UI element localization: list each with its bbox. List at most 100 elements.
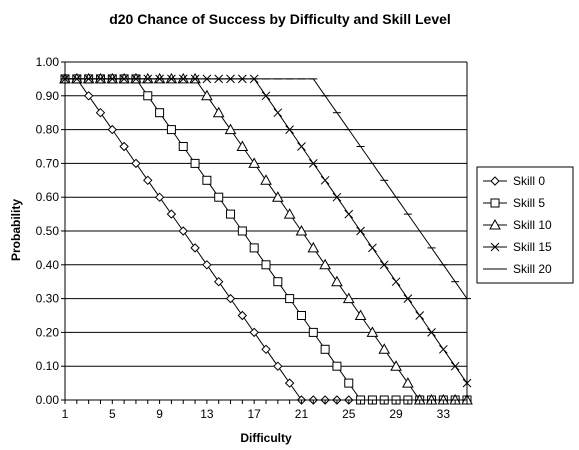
data-point	[261, 260, 271, 270]
legend-item: Skill 15	[483, 240, 552, 254]
data-point	[83, 91, 94, 101]
series-skill-10	[59, 72, 473, 405]
series-group	[59, 72, 473, 405]
chart-title: d20 Chance of Success by Difficulty and …	[109, 11, 451, 27]
data-point	[131, 158, 141, 169]
data-point	[332, 192, 342, 202]
data-point	[201, 89, 213, 101]
x-tick-label: 25	[342, 407, 356, 421]
y-tick-label: 0.80	[36, 123, 60, 137]
data-point	[224, 123, 237, 135]
y-tick-label: 0.10	[36, 359, 60, 373]
data-point	[190, 243, 200, 253]
legend-marker	[489, 218, 501, 230]
data-point	[320, 175, 330, 185]
y-tick-label: 0.70	[36, 156, 60, 170]
data-point	[237, 310, 248, 321]
data-point	[143, 91, 153, 101]
data-point	[368, 243, 377, 253]
x-tick-label: 29	[389, 407, 403, 421]
data-point	[308, 327, 318, 337]
data-point	[285, 125, 295, 134]
legend-item: Skill 0	[483, 174, 545, 188]
legend-marker	[490, 176, 500, 186]
data-point	[296, 311, 306, 320]
data-point	[332, 361, 342, 371]
data-point	[379, 260, 389, 270]
data-point	[320, 344, 330, 354]
data-point	[166, 125, 176, 135]
data-point	[226, 209, 236, 219]
data-point	[178, 142, 188, 151]
data-point	[438, 344, 448, 354]
data-point	[344, 378, 354, 388]
data-point	[285, 294, 295, 304]
legend-marker	[490, 242, 500, 252]
legend-label: Skill 20	[513, 262, 552, 276]
data-point	[236, 140, 249, 151]
legend-label: Skill 5	[513, 196, 545, 210]
data-point	[166, 209, 177, 219]
data-point	[237, 226, 247, 236]
y-tick-label: 0.90	[36, 89, 60, 103]
data-point	[378, 343, 391, 354]
x-tick-label: 33	[437, 407, 451, 421]
y-axis-title: Probability	[9, 199, 23, 261]
x-axis-title: Difficulty	[240, 431, 292, 445]
data-point	[143, 175, 153, 186]
data-point	[356, 226, 365, 236]
data-point	[308, 159, 318, 168]
y-tick-label: 0.60	[36, 190, 60, 204]
data-point	[273, 361, 283, 371]
data-point	[295, 224, 308, 236]
data-point	[319, 258, 331, 270]
axes: 0.00 0.10 0.20 0.30 0.40 0.50 0.60 0.70 0.80 0.90…	[36, 55, 468, 421]
legend-item: Skill 10	[483, 218, 552, 232]
series-skill-0	[60, 74, 472, 405]
data-point	[403, 294, 413, 303]
legend-item: Skill 5	[483, 196, 545, 210]
legend-label: Skill 10	[513, 218, 552, 232]
x-tick-label: 5	[109, 407, 116, 421]
data-point	[273, 108, 283, 118]
data-point	[154, 192, 165, 202]
data-point	[202, 175, 212, 185]
series-skill-5	[60, 74, 472, 405]
data-point	[271, 191, 284, 202]
data-point	[155, 108, 165, 118]
data-point	[307, 241, 320, 253]
x-tick-label: 9	[156, 407, 163, 421]
data-point	[342, 292, 355, 304]
y-tick-label: 0.30	[36, 292, 60, 306]
data-point	[214, 192, 224, 202]
data-point	[402, 377, 414, 388]
data-point	[95, 107, 106, 118]
data-point	[119, 141, 129, 152]
y-tick-label: 0.40	[36, 258, 60, 272]
data-point	[354, 309, 367, 320]
data-point	[202, 260, 212, 270]
data-point	[225, 293, 236, 304]
data-point	[248, 157, 261, 168]
y-tick-label: 0.20	[36, 325, 60, 339]
series-skill-20	[61, 78, 471, 300]
data-point	[249, 243, 259, 253]
data-point	[261, 91, 271, 101]
data-point	[366, 326, 379, 337]
data-point	[212, 106, 225, 118]
data-point	[260, 174, 272, 185]
data-point	[273, 277, 283, 287]
data-point	[331, 275, 343, 287]
legend-item: Skill 20	[483, 262, 552, 276]
x-tick-label: 13	[200, 407, 214, 421]
x-tick-label: 1	[62, 407, 69, 421]
x-tick-label: 21	[295, 407, 309, 421]
y-tick-label: 1.00	[36, 55, 60, 69]
data-point	[391, 277, 401, 287]
data-point	[249, 327, 259, 338]
data-point	[344, 209, 354, 219]
data-point	[213, 276, 224, 287]
data-point	[178, 226, 188, 236]
x-tick-label: 17	[247, 407, 261, 421]
legend: Skill 0 Skill 5 Skill 10 Skill 15 Skill 20	[476, 166, 574, 284]
